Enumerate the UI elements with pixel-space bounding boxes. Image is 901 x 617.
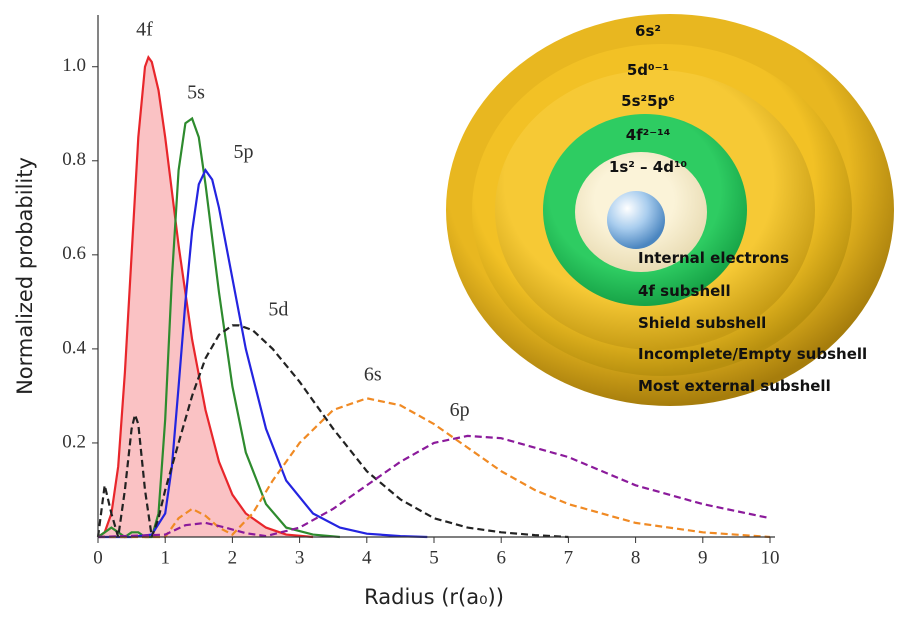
curve-label: 5d xyxy=(268,298,288,320)
shell-description: Most external subshell xyxy=(638,377,831,395)
y-tick-label: 1.0 xyxy=(62,55,86,76)
y-tick-label: 0.2 xyxy=(62,431,86,452)
x-tick-label: 6 xyxy=(496,547,506,568)
curve-label: 4f xyxy=(136,18,153,40)
curve-label: 5p xyxy=(234,141,254,163)
x-tick-label: 0 xyxy=(93,547,103,568)
x-tick-label: 5 xyxy=(429,547,439,568)
y-tick-label: 0.6 xyxy=(62,243,86,264)
x-tick-label: 2 xyxy=(228,547,238,568)
shell-label: 1s² – 4d¹⁰ xyxy=(609,158,687,176)
atom-diagram: 6s² Most external subshell 5d⁰⁻¹ Incomplete… xyxy=(446,14,894,406)
shell-description: Incomplete/Empty subshell xyxy=(638,345,867,363)
x-tick-label: 1 xyxy=(160,547,170,568)
x-axis-title: Radius (r(a₀)) xyxy=(364,585,504,609)
x-tick-label: 8 xyxy=(631,547,641,568)
x-tick-label: 4 xyxy=(362,547,372,568)
x-tick-label: 9 xyxy=(698,547,708,568)
x-tick-label: 10 xyxy=(761,547,780,568)
y-tick-label: 0.8 xyxy=(62,149,86,170)
y-axis-title: Normalized probability xyxy=(13,157,37,395)
nucleus xyxy=(607,191,665,249)
shell-label: 4f²⁻¹⁴ xyxy=(626,126,671,144)
chart: Normalized probability Radius (r(a₀)) 6s… xyxy=(0,0,901,617)
shell-description: Shield subshell xyxy=(638,314,766,332)
shell-description: 4f subshell xyxy=(638,282,731,300)
shell-label: 5d⁰⁻¹ xyxy=(627,61,669,79)
shell-description: Internal electrons xyxy=(638,249,789,267)
curve-label: 5s xyxy=(187,81,205,103)
curve-label: 6p xyxy=(450,399,470,421)
x-tick-label: 7 xyxy=(564,547,574,568)
y-tick-label: 0.4 xyxy=(62,337,86,358)
shell-label: 5s²5p⁶ xyxy=(621,92,675,110)
curve-label: 6s xyxy=(364,363,382,385)
shell-label: 6s² xyxy=(635,22,661,40)
x-tick-label: 3 xyxy=(295,547,305,568)
